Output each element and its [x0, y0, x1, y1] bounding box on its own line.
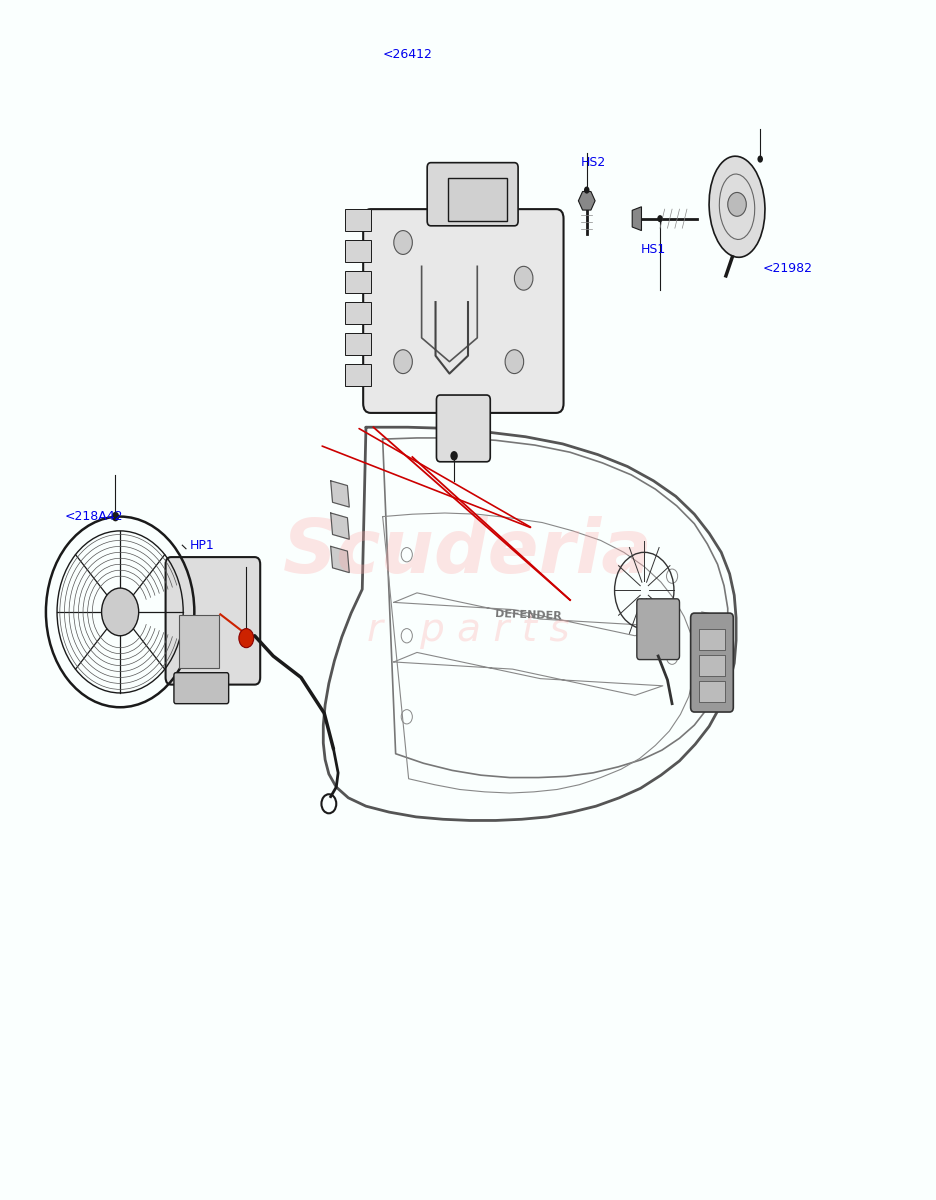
- Circle shape: [394, 349, 413, 373]
- Polygon shape: [344, 364, 371, 385]
- Text: Scuderia: Scuderia: [283, 516, 653, 589]
- Polygon shape: [344, 271, 371, 293]
- Circle shape: [584, 186, 590, 193]
- FancyBboxPatch shape: [166, 557, 260, 685]
- FancyBboxPatch shape: [436, 395, 490, 462]
- Text: HS1: HS1: [641, 244, 666, 256]
- FancyBboxPatch shape: [636, 599, 680, 660]
- FancyBboxPatch shape: [179, 616, 219, 668]
- Circle shape: [515, 266, 533, 290]
- FancyBboxPatch shape: [363, 209, 563, 413]
- Circle shape: [111, 512, 119, 521]
- FancyBboxPatch shape: [691, 613, 733, 712]
- Circle shape: [242, 634, 250, 643]
- Circle shape: [657, 215, 663, 222]
- Circle shape: [728, 192, 746, 216]
- FancyBboxPatch shape: [174, 673, 228, 703]
- FancyBboxPatch shape: [699, 682, 725, 702]
- FancyBboxPatch shape: [699, 655, 725, 677]
- Circle shape: [505, 349, 523, 373]
- Ellipse shape: [709, 156, 765, 257]
- Text: <21982: <21982: [763, 263, 813, 275]
- Text: HS2: HS2: [580, 156, 606, 169]
- Polygon shape: [578, 192, 595, 210]
- Polygon shape: [344, 209, 371, 230]
- Circle shape: [239, 629, 254, 648]
- Polygon shape: [344, 302, 371, 324]
- Circle shape: [757, 156, 763, 163]
- Polygon shape: [632, 206, 641, 230]
- Text: r   p a r t s: r p a r t s: [367, 611, 569, 649]
- Polygon shape: [330, 514, 349, 539]
- Polygon shape: [344, 334, 371, 354]
- Text: HP1: HP1: [190, 539, 214, 552]
- FancyBboxPatch shape: [699, 629, 725, 650]
- Polygon shape: [344, 240, 371, 262]
- FancyBboxPatch shape: [427, 163, 519, 226]
- Text: DEFENDER: DEFENDER: [495, 610, 562, 622]
- Circle shape: [102, 588, 139, 636]
- Polygon shape: [330, 546, 349, 572]
- Text: <26412: <26412: [383, 48, 432, 61]
- Circle shape: [450, 451, 458, 461]
- Text: <218A42: <218A42: [65, 510, 123, 523]
- Circle shape: [394, 230, 413, 254]
- FancyBboxPatch shape: [447, 178, 507, 221]
- Polygon shape: [330, 481, 349, 508]
